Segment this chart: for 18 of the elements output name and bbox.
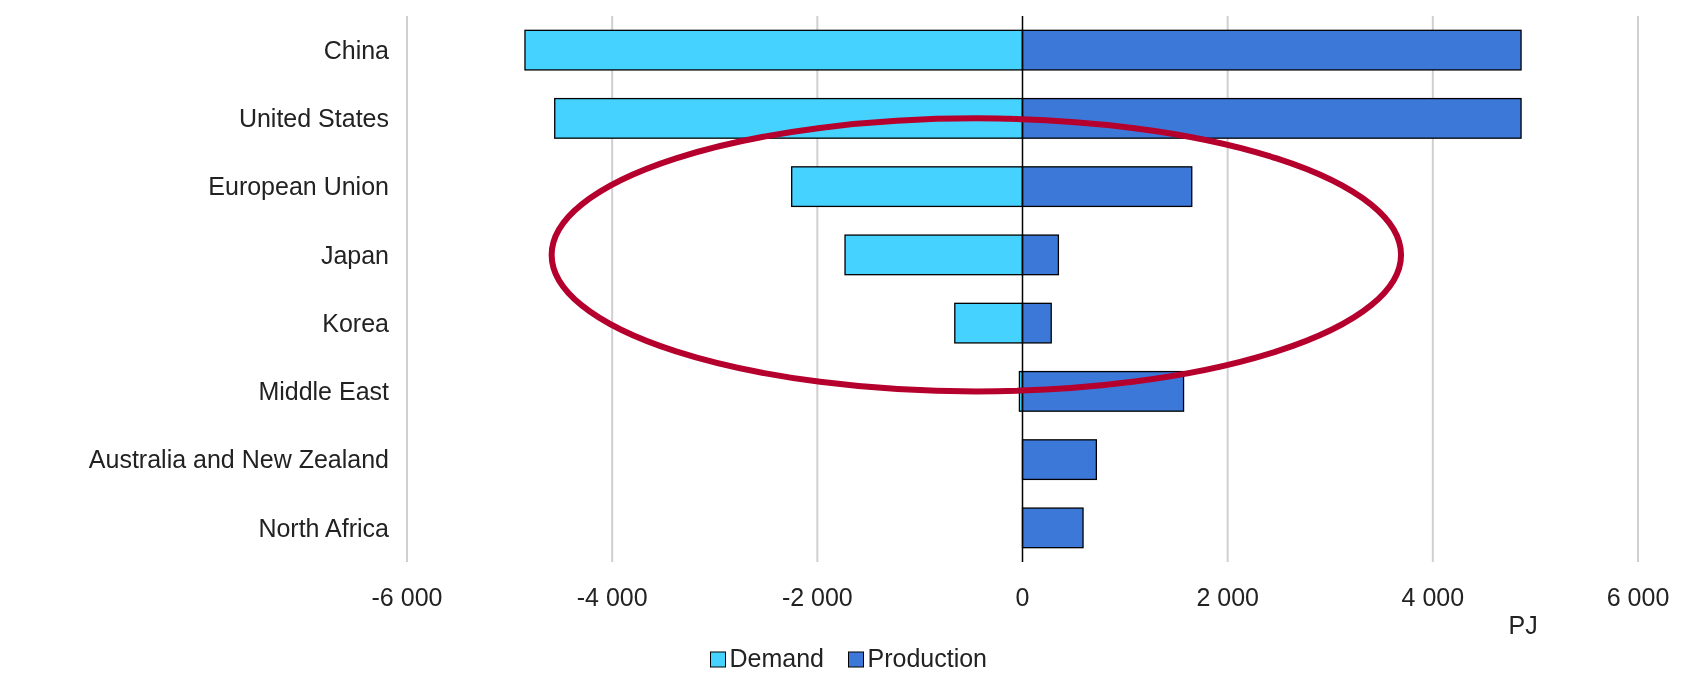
x-tick-label: 2 000 (1196, 583, 1259, 611)
y-tick-label: United States (238, 104, 389, 133)
x-axis-title: PJ (1508, 611, 1538, 639)
y-tick-label: Middle East (258, 377, 390, 406)
y-tick-label: Australia and New Zealand (88, 445, 389, 474)
x-tick-label: 4 000 (1401, 583, 1465, 611)
x-tick-label: 0 (1015, 583, 1030, 611)
x-tick-label: 6 000 (1606, 583, 1670, 611)
y-tick-label: European Union (208, 172, 389, 201)
y-tick-label: Japan (320, 240, 389, 269)
y-tick-label: North Africa (258, 513, 390, 542)
y-tick-label: Korea (322, 308, 390, 337)
legend-label: Demand (729, 644, 824, 672)
legend-label: Production (867, 644, 988, 672)
x-tick-label: -4 000 (576, 583, 648, 611)
x-tick-label: -2 000 (781, 583, 853, 611)
x-tick-label: -6 000 (371, 583, 443, 611)
y-tick-label: China (323, 35, 390, 64)
